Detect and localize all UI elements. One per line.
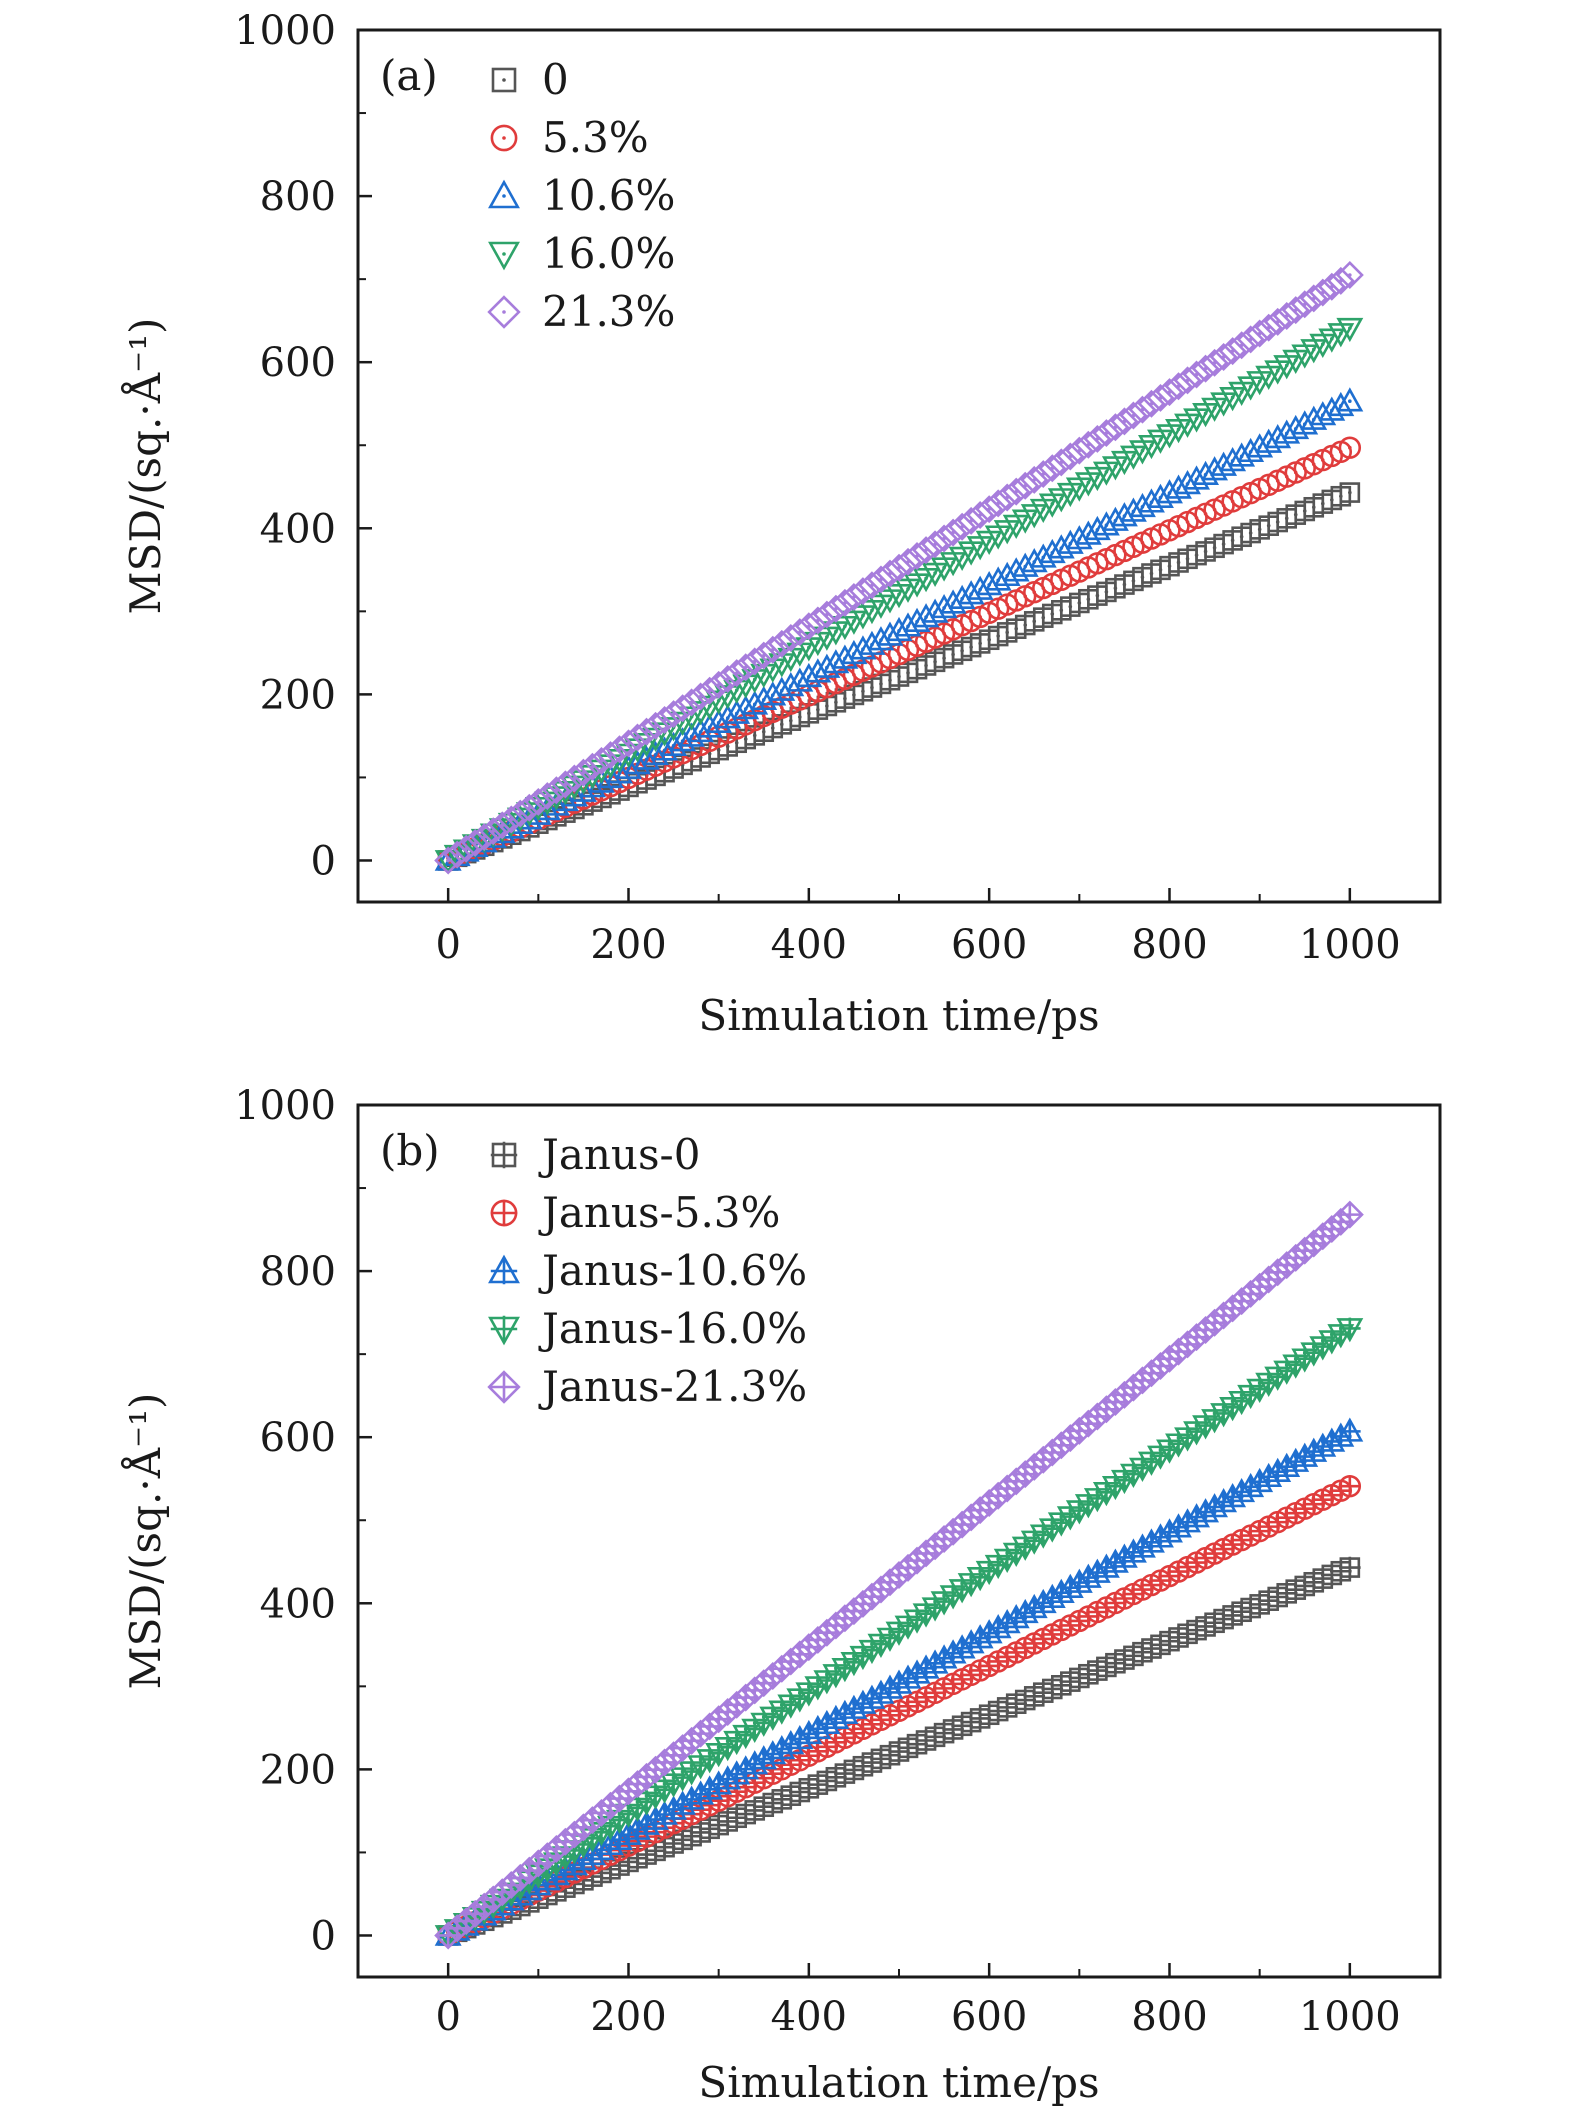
- x-tick-label: 200: [590, 1994, 666, 2040]
- plot-frame: [356, 28, 1442, 904]
- y-tick-label: 400: [260, 1581, 336, 1627]
- data-point: [1339, 1556, 1361, 1579]
- data-point: [1338, 436, 1362, 459]
- plot-frame: [356, 1103, 1442, 1979]
- legend-label: 5.3%: [542, 113, 649, 162]
- legend-label: 0: [542, 55, 569, 104]
- series-Janus-21.3%: [434, 1200, 1364, 1950]
- chart-panel-b: 0 200 400 600 800 1000 0 200 400 600 800 1000 Simula…: [120, 1083, 1442, 2107]
- y-axis-label: MSD/(sq.·Å⁻¹): [120, 318, 170, 615]
- y-tick-label: 0: [311, 1913, 336, 1959]
- data-point: [1336, 387, 1364, 412]
- series-21.3%: [434, 261, 1364, 875]
- x-tick-label: 600: [951, 922, 1027, 968]
- data-point: [1335, 1200, 1364, 1229]
- legend-marker: [490, 1199, 518, 1227]
- legend-label: Janus-0: [538, 1130, 700, 1179]
- legend-marker: [488, 241, 520, 271]
- x-axis-label: Simulation time/ps: [698, 2058, 1099, 2107]
- legend-label: 10.6%: [542, 171, 675, 220]
- legend-marker: [490, 124, 518, 152]
- y-tick-label: 600: [260, 1415, 336, 1461]
- panel-label: (a): [380, 51, 438, 100]
- x-axis-label: Simulation time/ps: [698, 991, 1099, 1040]
- legend-label: Janus-10.6%: [538, 1246, 807, 1295]
- legend-marker: [488, 1254, 520, 1285]
- y-tick-label: 1000: [234, 8, 336, 54]
- x-tick-label: 400: [771, 1994, 847, 2040]
- legend: 0 5.3% 10.6% 16.0% 21.3%: [487, 55, 675, 336]
- chart-panel-a: 0 200 400 600 800 1000 0 200 400 600 800 1000 Simula…: [120, 8, 1442, 1040]
- x-tick-label: 800: [1131, 922, 1207, 968]
- y-tick-label: 800: [260, 1249, 336, 1295]
- y-axis-label: MSD/(sq.·Å⁻¹): [120, 1393, 170, 1690]
- x-tick-label: 0: [435, 1994, 460, 2040]
- y-tick-label: 600: [260, 340, 336, 386]
- legend-marker: [488, 179, 520, 209]
- data-point: [1339, 482, 1361, 503]
- series-Janus-16.0%: [434, 1317, 1364, 1950]
- series-Janus-0: [437, 1556, 1361, 1947]
- x-tick-label: 600: [951, 1994, 1027, 2040]
- legend-label: Janus-5.3%: [538, 1188, 780, 1237]
- legend-label: 16.0%: [542, 229, 675, 278]
- x-tick-label: 400: [771, 922, 847, 968]
- panel-label: (b): [380, 1126, 440, 1175]
- x-tick-label: 200: [590, 922, 666, 968]
- data-point: [1336, 317, 1364, 343]
- data-point: [1335, 261, 1364, 289]
- x-tick-label: 800: [1131, 1994, 1207, 2040]
- legend-marker: [487, 1370, 521, 1404]
- x-tick-label: 1000: [1299, 1994, 1401, 2040]
- legend-marker: [490, 1141, 518, 1169]
- y-tick-label: 0: [311, 838, 336, 884]
- data-point: [1336, 1417, 1364, 1443]
- data-point: [1338, 1474, 1362, 1498]
- legend-marker: [488, 1315, 520, 1346]
- y-tick-label: 400: [260, 506, 336, 552]
- y-tick-label: 1000: [234, 1083, 336, 1129]
- legend-marker: [491, 67, 517, 93]
- data-point: [1336, 1317, 1364, 1343]
- x-tick-label: 1000: [1299, 922, 1401, 968]
- legend-label: Janus-21.3%: [538, 1362, 807, 1411]
- y-tick-label: 200: [260, 672, 336, 718]
- legend: Janus-0 Janus-5.3% Janus-10.6% Janus-16.0% J…: [487, 1130, 807, 1411]
- series-Janus-10.6%: [434, 1417, 1364, 1947]
- legend-marker: [487, 295, 521, 329]
- x-tick-label: 0: [435, 922, 460, 968]
- legend-label: 21.3%: [542, 287, 675, 336]
- y-tick-label: 200: [260, 1747, 336, 1793]
- y-tick-label: 800: [260, 174, 336, 220]
- legend-label: Janus-16.0%: [538, 1304, 807, 1353]
